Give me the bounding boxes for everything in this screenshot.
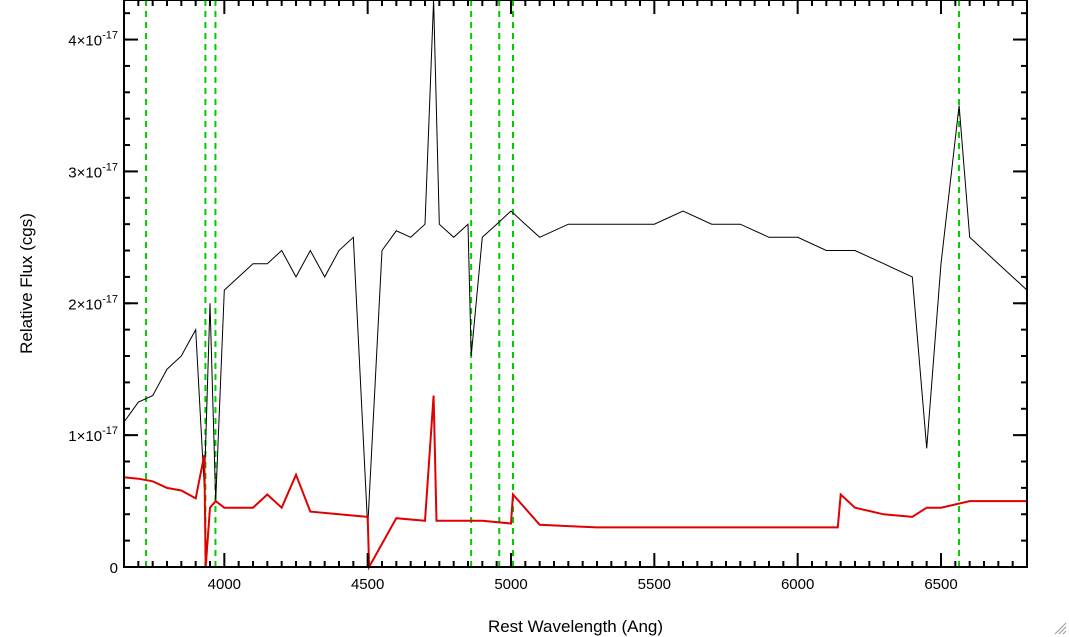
series-layer [123, 0, 1028, 571]
series-error-line [123, 395, 1027, 571]
y-tick-label: 1×10-17 [68, 425, 118, 445]
x-axis-label: Rest Wavelength (Ang) [488, 617, 663, 636]
axis-ticks [123, 0, 1028, 568]
x-tick-label: 6500 [924, 576, 957, 593]
resize-grip-icon[interactable] [1053, 621, 1067, 635]
x-tick-label: 4000 [208, 576, 241, 593]
plot-frame [123, 0, 1028, 568]
x-tick-label: 4500 [351, 576, 384, 593]
y-tick-label: 3×10-17 [68, 161, 118, 181]
y-tick-label: 4×10-17 [68, 30, 118, 50]
y-axis-label: Relative Flux (cgs) [17, 213, 36, 354]
x-tick-label: 5000 [494, 576, 527, 593]
series-spectrum-line [123, 0, 1028, 528]
y-tick-label: 2×10-17 [68, 293, 118, 313]
x-tick-label: 6000 [781, 576, 814, 593]
axis-tick-labels: 4000 4500 5000 5500 6000 6500 0 1×10-17 2×10-17 3… [68, 30, 957, 593]
x-tick-label: 5500 [638, 576, 671, 593]
y-tick-label: 0 [110, 560, 118, 577]
